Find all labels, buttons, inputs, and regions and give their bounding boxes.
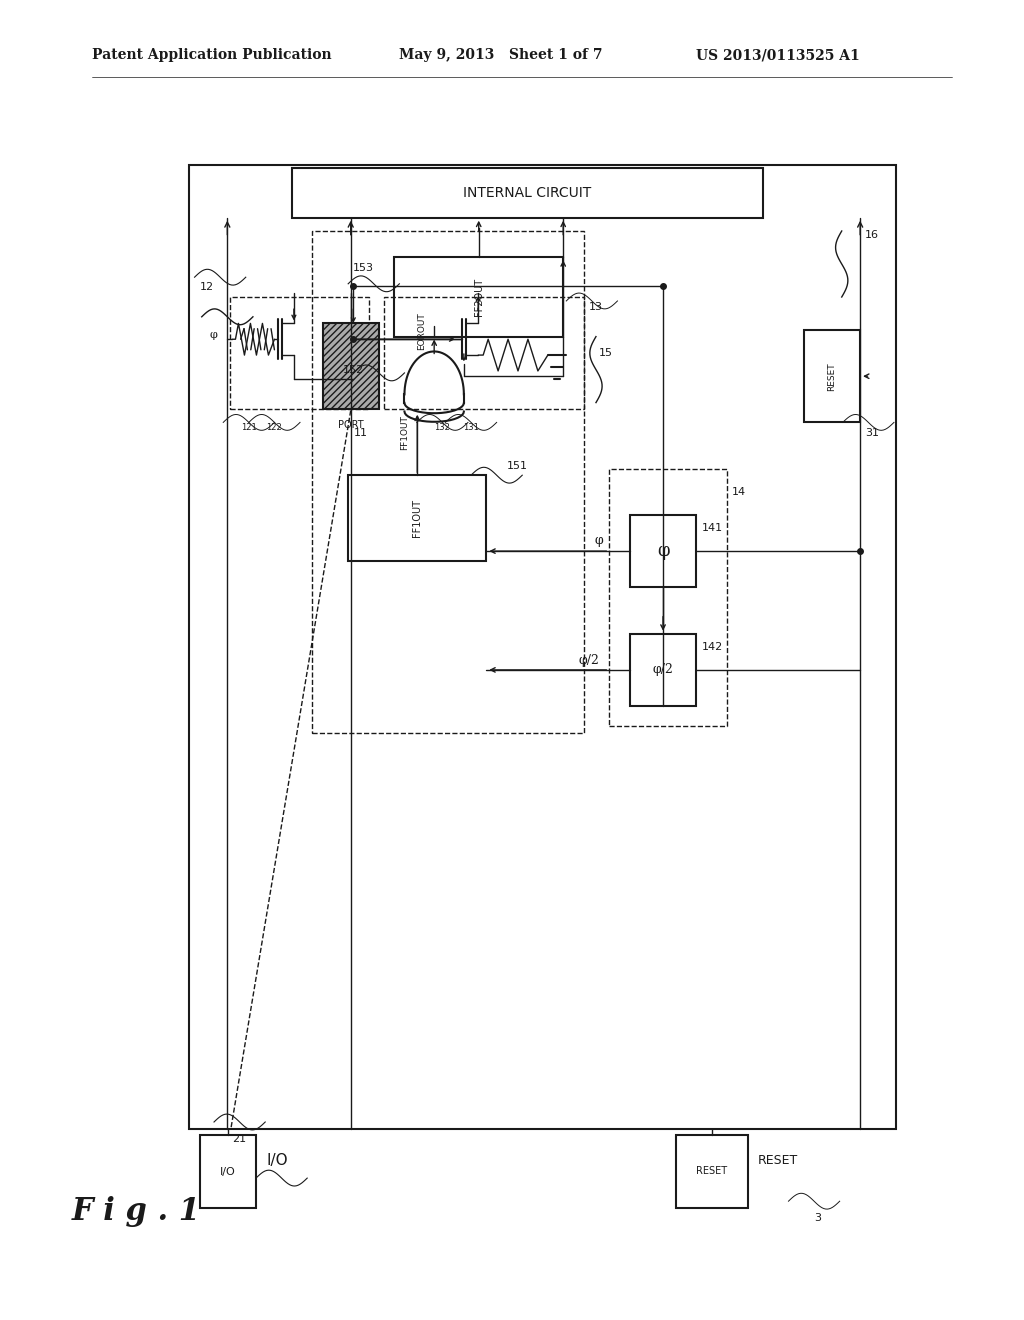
Text: PORT: PORT (338, 420, 364, 430)
Text: 21: 21 (232, 1134, 247, 1144)
Text: RESET: RESET (758, 1155, 798, 1167)
Text: 153: 153 (353, 263, 375, 273)
Text: 132: 132 (434, 424, 451, 433)
Bar (348, 475, 486, 561)
Text: φ/2: φ/2 (652, 664, 674, 676)
Text: 122: 122 (266, 424, 283, 433)
Text: φ/2: φ/2 (579, 655, 599, 667)
Text: 3: 3 (814, 1213, 821, 1224)
Text: 15: 15 (599, 348, 613, 359)
Text: I/O: I/O (266, 1154, 288, 1168)
Text: 131: 131 (463, 424, 479, 433)
Bar (384, 297, 584, 409)
Bar (292, 168, 763, 218)
Text: May 9, 2013   Sheet 1 of 7: May 9, 2013 Sheet 1 of 7 (399, 49, 603, 62)
Text: 121: 121 (241, 424, 257, 433)
Text: FF1OUT: FF1OUT (400, 414, 410, 450)
Bar (323, 323, 379, 409)
Text: φ: φ (595, 535, 603, 546)
Text: I/O: I/O (220, 1167, 236, 1176)
Bar (630, 634, 696, 706)
Text: FF2OUT: FF2OUT (474, 279, 483, 315)
Bar (630, 515, 696, 587)
Text: 11: 11 (354, 428, 368, 438)
Text: RESET: RESET (827, 362, 837, 391)
Text: 141: 141 (701, 523, 723, 533)
Text: 14: 14 (732, 487, 746, 498)
Bar (200, 1135, 256, 1208)
Text: F i g . 1: F i g . 1 (72, 1196, 201, 1228)
Text: 142: 142 (701, 642, 723, 652)
Text: RESET: RESET (696, 1167, 727, 1176)
Text: φ: φ (209, 330, 217, 341)
Text: 151: 151 (507, 461, 528, 471)
Text: FF1OUT: FF1OUT (413, 499, 422, 537)
Bar (609, 469, 727, 726)
Text: φ: φ (656, 543, 670, 560)
Text: 13: 13 (589, 302, 603, 313)
Text: Patent Application Publication: Patent Application Publication (92, 49, 332, 62)
Text: 12: 12 (200, 282, 214, 293)
Text: 152: 152 (343, 364, 365, 375)
Bar (312, 231, 584, 733)
Text: EOROUT: EOROUT (418, 313, 426, 350)
Bar (189, 165, 896, 1129)
Text: 16: 16 (865, 230, 880, 240)
Text: INTERNAL CIRCUIT: INTERNAL CIRCUIT (463, 186, 592, 199)
Bar (394, 257, 563, 337)
Bar (804, 330, 860, 422)
Bar (676, 1135, 748, 1208)
Text: US 2013/0113525 A1: US 2013/0113525 A1 (696, 49, 860, 62)
Text: 31: 31 (865, 428, 880, 438)
Bar (230, 297, 369, 409)
